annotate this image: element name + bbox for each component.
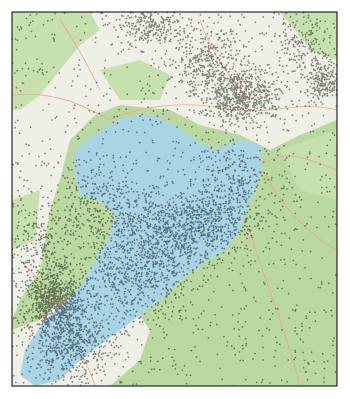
green-patch	[280, 130, 337, 200]
map-frame	[11, 11, 338, 387]
green-patch	[12, 12, 100, 110]
urban-light-area	[12, 12, 337, 320]
green-patch	[280, 12, 337, 60]
lake	[20, 115, 262, 386]
green-patch	[12, 190, 40, 250]
green-patch	[100, 60, 170, 100]
